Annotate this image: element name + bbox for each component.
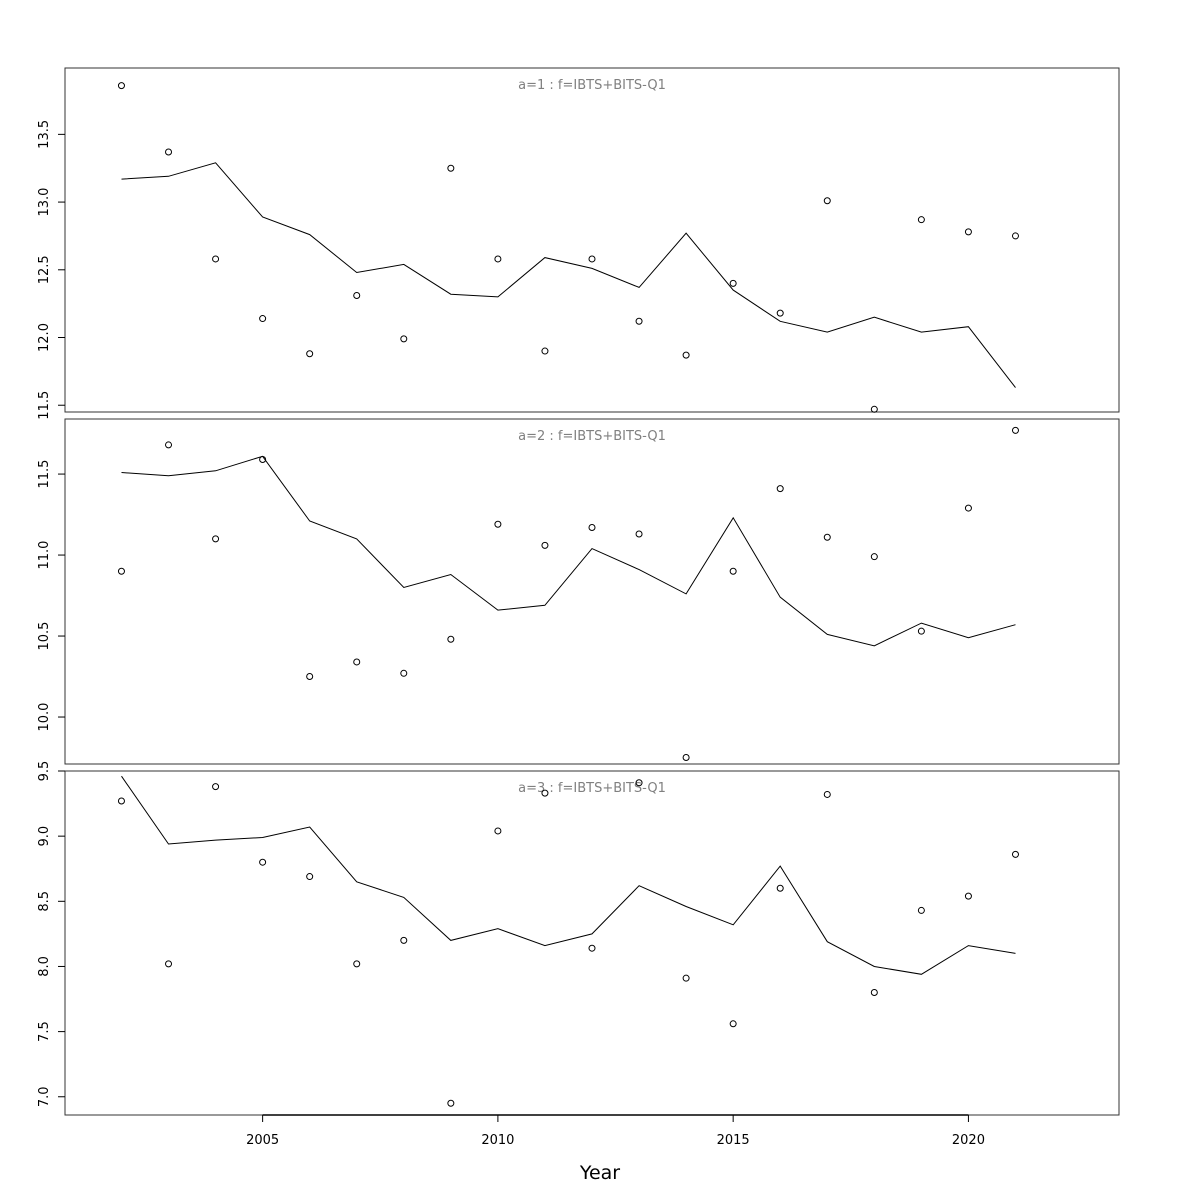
observed-point <box>117 797 125 805</box>
observed-point <box>447 1099 455 1107</box>
observed-point <box>306 873 314 881</box>
observed-point <box>682 974 690 982</box>
panel-title: a=1 : f=IBTS+BITS-Q1 <box>518 78 666 93</box>
observed-point <box>776 309 784 317</box>
y-tick-label: 10.0 <box>37 703 52 732</box>
observed-point <box>212 783 220 791</box>
panel-2: a=2 : f=IBTS+BITS-Q1 10.0 10.5 11.0 11.5 <box>37 418 1120 765</box>
observed-point <box>212 535 220 543</box>
observed-point <box>353 960 361 968</box>
y-tick-label: 11.0 <box>37 541 52 570</box>
observed-point <box>117 567 125 575</box>
observed-point <box>541 347 549 355</box>
y-tick-label: 8.5 <box>37 891 52 912</box>
observed-point <box>682 351 690 359</box>
observed-point <box>1011 850 1019 858</box>
fitted-line <box>121 455 1016 647</box>
observed-point <box>212 255 220 263</box>
observed-point <box>165 148 173 156</box>
observed-point <box>353 658 361 666</box>
observed-point <box>541 541 549 549</box>
observed-point <box>776 884 784 892</box>
y-tick-label: 9.0 <box>37 826 52 847</box>
x-tick-label: 2010 <box>481 1133 514 1148</box>
observed-point <box>635 317 643 325</box>
panel-title: a=3 : f=IBTS+BITS-Q1 <box>518 781 666 796</box>
panel-title: a=2 : f=IBTS+BITS-Q1 <box>518 429 666 444</box>
y-tick-label: 11.5 <box>37 460 52 489</box>
observed-point <box>964 892 972 900</box>
observed-point <box>729 1020 737 1028</box>
observed-point <box>588 944 596 952</box>
panel-frame <box>64 770 1120 1116</box>
observed-point <box>400 335 408 343</box>
y-tick-label: 8.0 <box>37 956 52 977</box>
observed-point <box>494 827 502 835</box>
observed-point <box>729 567 737 575</box>
observed-point <box>588 524 596 532</box>
observed-point <box>823 533 831 541</box>
x-tick-label: 2020 <box>952 1133 985 1148</box>
y-tick-label: 12.5 <box>37 255 52 284</box>
y-tick-label: 13.5 <box>37 120 52 149</box>
y-tick-label: 13.0 <box>37 188 52 217</box>
x-axis: 2005 2010 2015 2020 <box>246 1114 985 1148</box>
observed-point <box>635 779 643 787</box>
panel-frame <box>64 418 1120 765</box>
observed-point <box>917 216 925 224</box>
y-tick-label: 12.0 <box>37 323 52 352</box>
observed-point <box>353 292 361 300</box>
observed-point <box>494 520 502 528</box>
observed-point <box>776 485 784 493</box>
observed-point <box>823 790 831 798</box>
x-axis-title: Year <box>579 1162 620 1184</box>
observed-point <box>682 754 690 762</box>
observed-point <box>729 279 737 287</box>
observed-point <box>400 669 408 677</box>
observed-point <box>447 164 455 172</box>
observed-point <box>400 936 408 944</box>
observed-point <box>1011 232 1019 240</box>
observed-point <box>117 82 125 90</box>
panel-1: a=1 : f=IBTS+BITS-Q1 11.5 12.0 12.5 13.0 13.5 <box>37 67 1120 420</box>
x-tick-label: 2015 <box>717 1133 750 1148</box>
observed-point <box>917 627 925 635</box>
observed-point <box>306 673 314 681</box>
observed-point <box>635 530 643 538</box>
y-tick-label: 11.5 <box>37 391 52 420</box>
observed-point <box>259 858 267 866</box>
observed-point <box>165 960 173 968</box>
observed-point <box>494 255 502 263</box>
observed-point <box>823 197 831 205</box>
observed-point <box>541 789 549 797</box>
observed-point <box>447 635 455 643</box>
fitted-line <box>121 775 1016 975</box>
panel-3: a=3 : f=IBTS+BITS-Q1 7.0 7.5 8.0 8.5 9.0 9.5 <box>37 761 1120 1116</box>
observed-point <box>259 315 267 323</box>
y-tick-label: 10.5 <box>37 622 52 651</box>
y-tick-label: 7.5 <box>37 1021 52 1042</box>
observed-point <box>259 455 267 463</box>
observed-point <box>964 228 972 236</box>
observed-point <box>165 441 173 449</box>
observed-point <box>870 989 878 997</box>
observed-point <box>964 504 972 512</box>
panel-frame <box>64 67 1120 413</box>
observed-point <box>306 350 314 358</box>
observed-point <box>1011 426 1019 434</box>
y-tick-label: 9.5 <box>37 761 52 782</box>
observed-point <box>870 553 878 561</box>
observed-point <box>588 255 596 263</box>
fitted-line <box>121 162 1016 388</box>
observed-point <box>870 405 878 413</box>
observed-point <box>917 906 925 914</box>
y-tick-label: 7.0 <box>37 1086 52 1107</box>
x-tick-label: 2005 <box>246 1133 279 1148</box>
